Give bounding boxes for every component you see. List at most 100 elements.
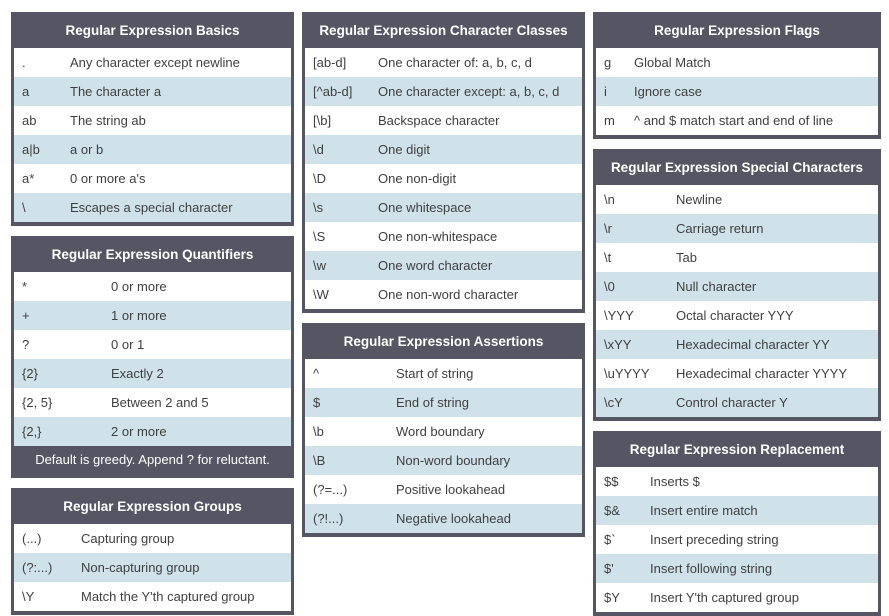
table-row: ? 0 or 1 [14, 330, 291, 359]
description-cell: Positive lookahead [388, 475, 582, 504]
card-regex-groups: Regular Expression Groups (...) Capturing… [11, 488, 294, 615]
description-cell: Insert Y'th captured group [642, 583, 878, 612]
table-row: \d One digit [305, 135, 582, 164]
table-row: $$ Inserts $ [596, 467, 878, 496]
pattern-cell: [^ab-d] [305, 77, 370, 106]
card-regex-special-characters: Regular Expression Special Characters \n… [593, 149, 881, 421]
table-row: \D One non-digit [305, 164, 582, 193]
pattern-cell: . [14, 48, 62, 77]
card-regex-replacement: Regular Expression Replacement $$ Inserts… [593, 431, 881, 616]
table-row: (?:...) Non-capturing group [14, 553, 291, 582]
description-cell: One word character [370, 251, 582, 280]
pattern-cell: \0 [596, 272, 668, 301]
description-cell: ^ and $ match start and end of line [626, 106, 878, 135]
pattern-cell: $& [596, 496, 642, 525]
description-cell: The string ab [62, 106, 291, 135]
description-cell: One non-word character [370, 280, 582, 309]
pattern-cell: \S [305, 222, 370, 251]
description-cell: Escapes a special character [62, 193, 291, 222]
pattern-cell: i [596, 77, 626, 106]
description-cell: 1 or more [103, 301, 291, 330]
card-regex-character-classes: Regular Expression Character Classes [ab… [302, 12, 585, 313]
regex-assertions-table: ^ Start of string $ End of string \b Word bou… [305, 359, 582, 533]
table-row: $Y Insert Y'th captured group [596, 583, 878, 612]
description-cell: 0 or 1 [103, 330, 291, 359]
description-cell: Negative lookahead [388, 504, 582, 533]
table-row: i Ignore case [596, 77, 878, 106]
table-row: \b Word boundary [305, 417, 582, 446]
description-cell: Octal character YYY [668, 301, 878, 330]
table-row: (?!...) Negative lookahead [305, 504, 582, 533]
pattern-cell: \w [305, 251, 370, 280]
table-row: g Global Match [596, 48, 878, 77]
regex-quantifiers-table: * 0 or more +1 or more? 0 or 1 {2} Exactly 2{… [14, 272, 291, 446]
pattern-cell: \xYY [596, 330, 668, 359]
column-left: Regular Expression Basics . Any character… [11, 12, 294, 615]
card-title: Regular Expression Quantifiers [14, 239, 291, 272]
pattern-cell: \D [305, 164, 370, 193]
pattern-cell: \W [305, 280, 370, 309]
description-cell: Control character Y [668, 388, 878, 417]
description-cell: Insert following string [642, 554, 878, 583]
description-cell: Null character [668, 272, 878, 301]
description-cell: Hexadecimal character YY [668, 330, 878, 359]
table-row: $ End of string [305, 388, 582, 417]
description-cell: Capturing group [73, 524, 291, 553]
pattern-cell: a|b [14, 135, 62, 164]
description-cell: Exactly 2 [103, 359, 291, 388]
pattern-cell: ^ [305, 359, 388, 388]
description-cell: Backspace character [370, 106, 582, 135]
pattern-cell: [\b] [305, 106, 370, 135]
description-cell: Tab [668, 243, 878, 272]
table-row: {2} Exactly 2 [14, 359, 291, 388]
table-row: [^ab-d] One character except: a, b, c, d [305, 77, 582, 106]
description-cell: Hexadecimal character YYYY [668, 359, 878, 388]
table-row: ^ Start of string [305, 359, 582, 388]
description-cell: Insert entire match [642, 496, 878, 525]
table-row: [\b] Backspace character [305, 106, 582, 135]
description-cell: One non-whitespace [370, 222, 582, 251]
regex-groups-table: (...) Capturing group (?:...) Non-capturing… [14, 524, 291, 611]
pattern-cell: \cY [596, 388, 668, 417]
description-cell: The character a [62, 77, 291, 106]
description-cell: 0 or more a's [62, 164, 291, 193]
pattern-cell: * [14, 272, 103, 301]
description-cell: Ignore case [626, 77, 878, 106]
table-row: * 0 or more [14, 272, 291, 301]
card-title: Regular Expression Flags [596, 15, 878, 48]
table-row: a* 0 or more a's [14, 164, 291, 193]
pattern-cell: \n [596, 185, 668, 214]
description-cell: Carriage return [668, 214, 878, 243]
table-row: {2,} 2 or more [14, 417, 291, 446]
column-right: Regular Expression Flags g Global Match i I… [593, 12, 881, 616]
description-cell: Non-word boundary [388, 446, 582, 475]
pattern-cell: $Y [596, 583, 642, 612]
pattern-cell: ? [14, 330, 103, 359]
table-row: {2, 5} Between 2 and 5 [14, 388, 291, 417]
description-cell: Start of string [388, 359, 582, 388]
pattern-cell: (?!...) [305, 504, 388, 533]
pattern-cell: + [14, 301, 103, 330]
description-cell: a or b [62, 135, 291, 164]
pattern-cell: a* [14, 164, 62, 193]
pattern-cell: {2} [14, 359, 103, 388]
description-cell: End of string [388, 388, 582, 417]
description-cell: One character of: a, b, c, d [370, 48, 582, 77]
table-row: \YYY Octal character YYY [596, 301, 878, 330]
description-cell: One character except: a, b, c, d [370, 77, 582, 106]
card-regex-basics: Regular Expression Basics . Any character… [11, 12, 294, 226]
pattern-cell: m [596, 106, 626, 135]
description-cell: Newline [668, 185, 878, 214]
description-cell: Global Match [626, 48, 878, 77]
pattern-cell: [ab-d] [305, 48, 370, 77]
pattern-cell: g [596, 48, 626, 77]
description-cell: 2 or more [103, 417, 291, 446]
card-title: Regular Expression Replacement [596, 434, 878, 467]
table-row: m ^ and $ match start and end of line [596, 106, 878, 135]
card-regex-flags: Regular Expression Flags g Global Match i I… [593, 12, 881, 139]
table-row: \S One non-whitespace [305, 222, 582, 251]
description-cell: Match the Y'th captured group [73, 582, 291, 611]
table-row: +1 or more [14, 301, 291, 330]
table-row: $` Insert preceding string [596, 525, 878, 554]
pattern-cell: \uYYYY [596, 359, 668, 388]
